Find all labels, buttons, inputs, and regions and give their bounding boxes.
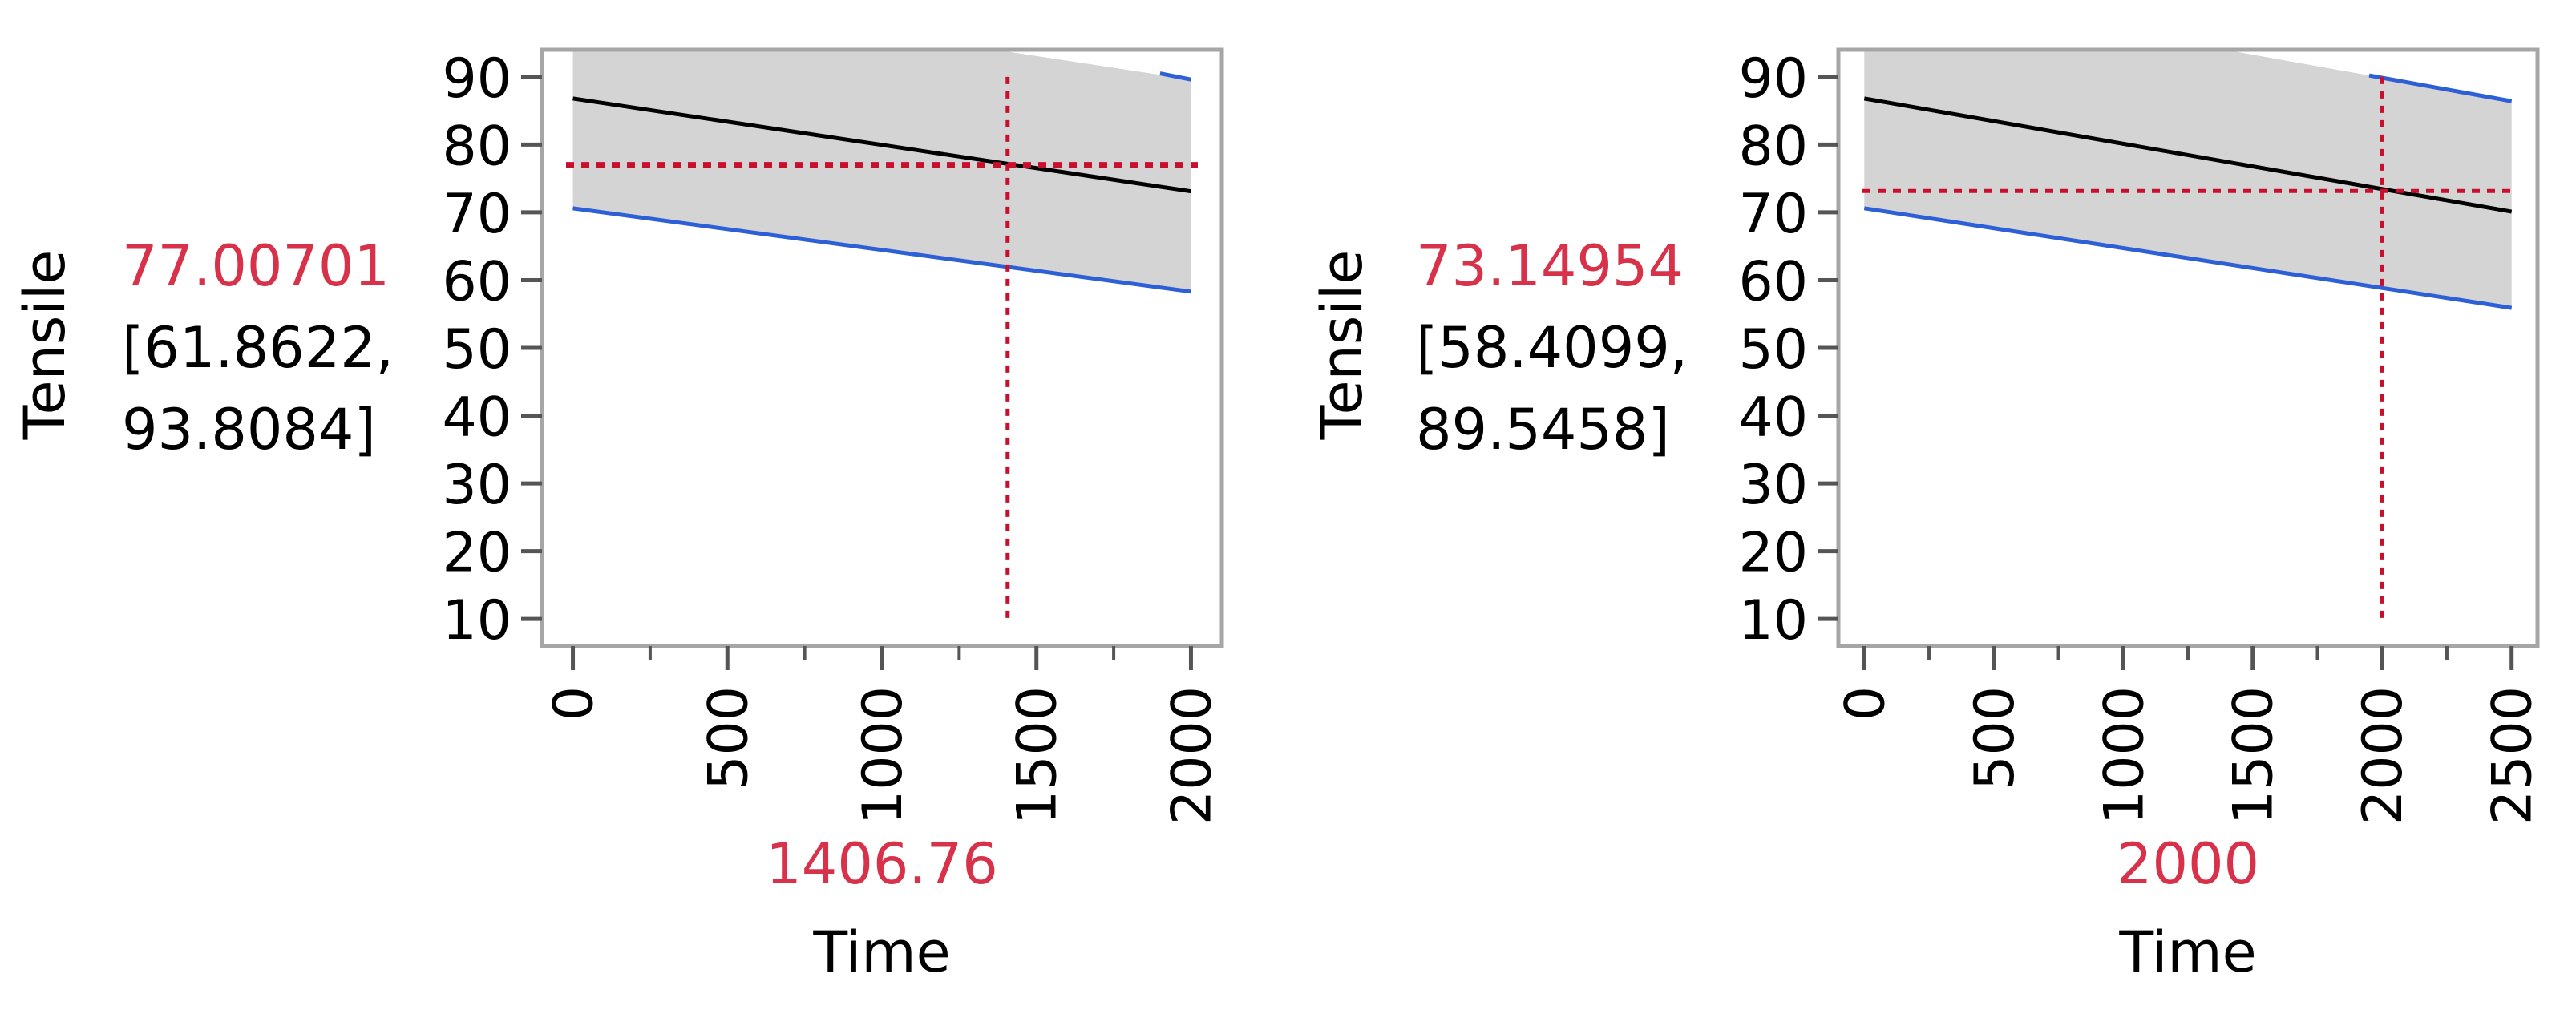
y-tick-label: 60 [1738, 250, 1808, 313]
y-tick-label: 50 [442, 318, 512, 382]
x-axis-label: Time [812, 919, 950, 985]
x-tick-label: 2500 [2481, 686, 2545, 825]
y-tick-label: 50 [1738, 318, 1808, 382]
y-tick-label: 10 [442, 589, 512, 652]
y-tick-label: 80 [442, 115, 512, 178]
y-tick-label: 40 [1738, 386, 1808, 450]
x-tick-label: 1500 [1006, 686, 1070, 825]
y-tick-label: 20 [1738, 522, 1808, 585]
y-tick-label: 30 [1738, 454, 1808, 517]
x-tick-label: 1000 [851, 686, 915, 825]
y-axis-label: Tensile [12, 250, 78, 441]
y-tick-label: 20 [442, 522, 512, 585]
y-tick-label: 40 [442, 386, 512, 450]
prediction-line [572, 96, 1191, 194]
interval-bound-line [1159, 71, 1191, 82]
x-tick-label: 1000 [2093, 686, 2156, 825]
y-tick-label: 30 [442, 454, 512, 517]
y-interval-upper: 89.5458] [1416, 397, 1670, 463]
x-tick-label: 1500 [2222, 686, 2286, 825]
x-tick-label: 500 [1963, 686, 2027, 790]
x-current-value[interactable]: 1406.76 [766, 831, 997, 897]
interval-bound-line [2368, 73, 2513, 103]
x-tick-label: 2000 [1160, 686, 1223, 825]
x-axis-label: Time [2118, 919, 2256, 985]
confidence-band [1864, 50, 2512, 309]
confidence-band [572, 50, 1191, 292]
prediction-line [1863, 96, 2513, 214]
x-tick-label: 500 [697, 686, 760, 790]
y-tick-label: 80 [1738, 115, 1808, 178]
x-tick-label: 0 [543, 686, 606, 721]
y-tick-label: 90 [1738, 47, 1808, 111]
x-tick-label: 0 [1834, 686, 1897, 721]
x-current-value[interactable]: 2000 [2117, 831, 2259, 897]
y-tick-label: 70 [1738, 183, 1808, 246]
x-tick-label: 2000 [2352, 686, 2415, 825]
y-interval-lower: [58.4099, [1416, 315, 1688, 381]
y-axis-label: Tensile [1309, 250, 1375, 441]
y-interval-upper: 93.8084] [122, 397, 376, 463]
y-current-value: 77.00701 [122, 233, 390, 299]
interval-bound-line [1863, 206, 2513, 310]
y-interval-lower: [61.8622, [122, 315, 394, 381]
y-tick-label: 90 [442, 47, 512, 111]
y-tick-label: 60 [442, 250, 512, 313]
y-current-value: 73.14954 [1416, 233, 1684, 299]
y-tick-label: 10 [1738, 589, 1808, 652]
interval-bound-line [572, 206, 1191, 294]
y-tick-label: 70 [442, 183, 512, 246]
